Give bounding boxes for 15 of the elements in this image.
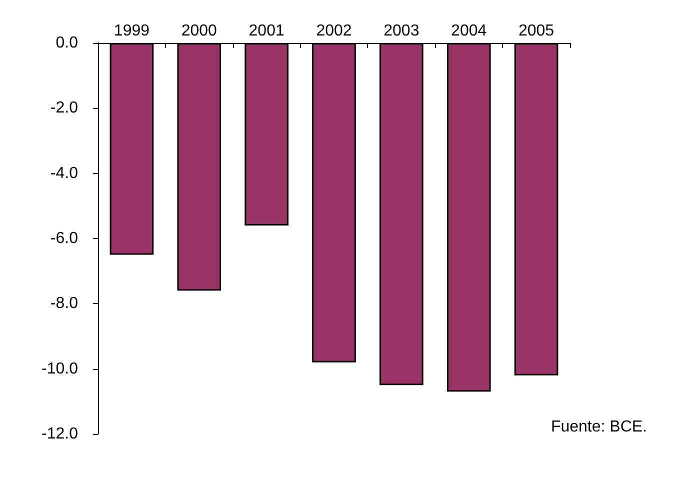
x-tick-label: 2005 <box>518 22 554 40</box>
y-tick-label: -2.0 <box>50 100 78 117</box>
x-tick-label: 2003 <box>384 22 420 40</box>
x-tick-label: 2002 <box>316 22 352 40</box>
y-tick-label: -4.0 <box>50 164 78 182</box>
y-tick-label: -8.0 <box>50 295 78 312</box>
y-tick-label: -10.0 <box>42 360 78 378</box>
y-tick-label: -12.0 <box>42 426 78 442</box>
y-tick-label: 0.0 <box>56 34 78 52</box>
x-tick-label: 1999 <box>114 22 150 40</box>
annotation: Fuente: BCE. <box>550 418 647 436</box>
x-tick-label: 2000 <box>181 22 218 40</box>
x-tick-label: 2004 <box>451 22 487 40</box>
y-tick-label: -6.0 <box>50 230 78 247</box>
x-tick-label: 2001 <box>248 22 284 40</box>
